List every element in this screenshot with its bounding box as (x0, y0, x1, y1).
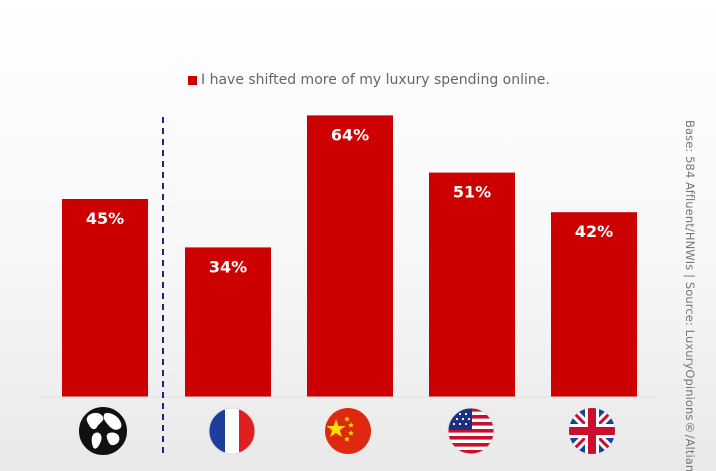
source-note: Base: 584 Affluent/HNWIs | Source: Luxur… (683, 120, 697, 471)
france-flag-icon (208, 407, 256, 455)
uk-flag-icon (569, 408, 615, 454)
data-label-france: 34% (209, 257, 247, 276)
china-flag-icon (325, 408, 371, 454)
legend: I have shifted more of my luxury spendin… (188, 72, 550, 88)
data-label-china: 64% (331, 125, 369, 144)
globe-icon (79, 407, 127, 455)
legend-label: I have shifted more of my luxury spendin… (201, 72, 550, 88)
bar-global (62, 199, 148, 397)
bar-france (185, 247, 271, 397)
data-label-usa: 51% (453, 183, 491, 202)
usa-flag-icon (447, 407, 495, 455)
data-label-uk: 42% (575, 222, 613, 241)
bar-china (307, 115, 393, 398)
bar-uk (551, 212, 637, 397)
data-label-global: 45% (86, 209, 124, 228)
bar-usa (429, 172, 515, 397)
data-labels: 45% 34% 64% 51% 42% (86, 125, 613, 276)
bars-layer (62, 115, 637, 398)
legend-swatch (188, 75, 197, 85)
